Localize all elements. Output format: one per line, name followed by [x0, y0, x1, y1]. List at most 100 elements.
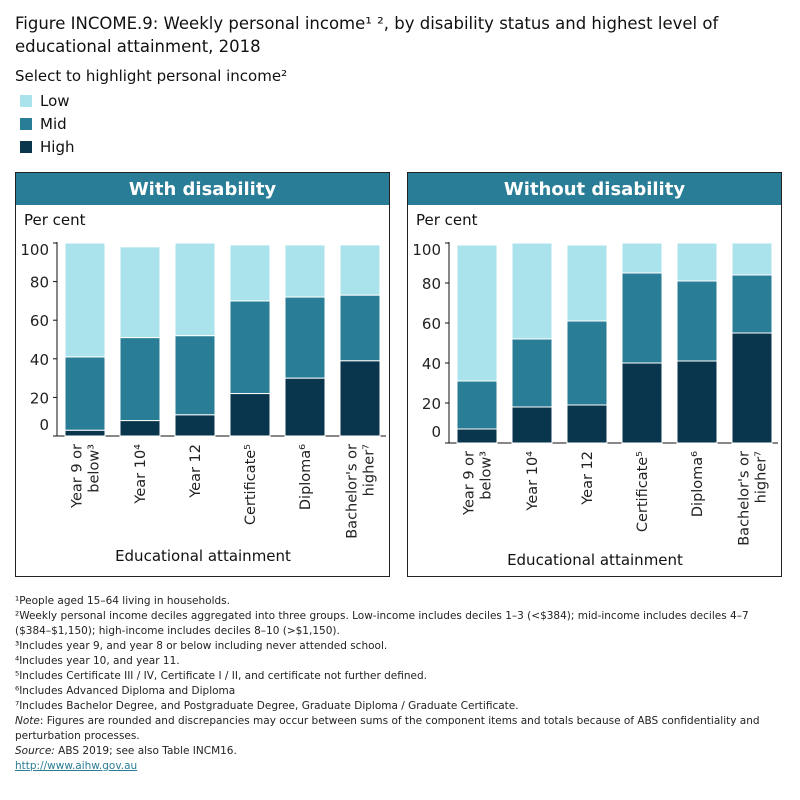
bar-segment-mid: [566, 320, 608, 406]
chart-with-disability: Per cent 0 20 40 60 80 100 Year 9 or below³ Year …: [20, 211, 386, 565]
bar-segment-mid: [456, 380, 498, 430]
bar-segment-low: [339, 244, 381, 296]
note-label: Note: [15, 715, 40, 727]
bar-segment-high: [339, 360, 381, 437]
footnote: ²Weekly personal income deciles aggregat…: [15, 610, 749, 622]
bar-segment-high: [229, 393, 271, 437]
y-tick-label: 40: [422, 355, 441, 373]
y-tick-label: 0: [431, 423, 441, 441]
x-tick-label: Certificate⁵: [635, 451, 651, 532]
source-text: ABS 2019; see also Table INCM16.: [54, 745, 237, 757]
bar-segment-low: [731, 242, 773, 276]
bar-segment-low: [174, 242, 216, 337]
bar-segment-high: [456, 428, 498, 444]
bar-segment-low: [566, 244, 608, 322]
x-tick-label: Year 9 or: [70, 444, 86, 509]
y-tick-label: 100: [20, 241, 49, 259]
source-label: Source:: [15, 745, 55, 757]
y-axis-title: Per cent: [416, 211, 478, 229]
bar-segment-low: [64, 242, 106, 358]
footnote: ³Includes year 9, and year 8 or below in…: [15, 640, 388, 652]
y-tick-label: 60: [30, 312, 49, 330]
x-axis-title: Educational attainment: [115, 547, 291, 565]
footnote: ¹People aged 15–64 living in households.: [15, 595, 230, 607]
x-tick-label: higher⁷: [754, 451, 770, 503]
low-swatch: [20, 95, 32, 107]
x-tick-label: Diploma⁶: [298, 444, 314, 510]
x-tick-label: Bachelor's or: [345, 444, 361, 539]
x-tick-label: Certificate⁵: [243, 444, 259, 525]
y-tick-label: 20: [30, 389, 49, 407]
note: Note: Figures are rounded and discrepanc…: [15, 714, 790, 744]
x-axis-title: Educational attainment: [507, 551, 683, 569]
footnote: ⁷Includes Bachelor Degree, and Postgradu…: [15, 700, 519, 712]
bar-segment-high: [676, 360, 718, 444]
bar-segment-high: [119, 420, 161, 437]
bar-segment-high: [621, 362, 663, 444]
legend-text: Mid: [40, 115, 67, 133]
y-tick-label: 40: [30, 351, 49, 369]
bar-segment-high: [174, 414, 216, 437]
y-axis-title: Per cent: [24, 211, 86, 229]
bar-segment-low: [229, 244, 271, 302]
legend-text: Low: [40, 92, 70, 110]
bar-segment-high: [64, 429, 106, 437]
x-tick-label: Year 9 or: [462, 451, 478, 516]
bar-segment-mid: [64, 356, 106, 431]
high-swatch: [20, 141, 32, 153]
y-tick-label: 80: [422, 275, 441, 293]
bar-segment-low: [284, 244, 326, 298]
y-tick-label: 100: [412, 241, 441, 259]
bar-segment-low: [511, 242, 553, 340]
x-tick-label: Diploma⁶: [690, 451, 706, 517]
footnote: ⁵Includes Certificate III / IV, Certific…: [15, 670, 427, 682]
source: Source: ABS 2019; see also Table INCM16.: [15, 744, 790, 759]
bar-segment-mid: [119, 337, 161, 422]
x-tick-label: below³: [479, 451, 495, 500]
y-tick-label: 0: [39, 416, 49, 434]
bar-segment-high: [284, 377, 326, 437]
footnote: ⁴Includes year 10, and year 11.: [15, 655, 180, 667]
figure-title: Figure INCOME.9: Weekly personal income¹…: [15, 14, 719, 56]
panel-with-disability: With disability Per cent 0 20 40 60 80 100 Year…: [15, 172, 390, 577]
x-tick-label: Bachelor's or: [737, 451, 753, 546]
bar-segment-low: [676, 242, 718, 282]
bar-segment-mid: [174, 335, 216, 416]
bar-segment-low: [456, 244, 498, 382]
panel-title: Without disability: [408, 173, 781, 205]
bar-segment-low: [119, 246, 161, 339]
legend-item-low[interactable]: Low: [20, 92, 70, 110]
x-tick-label: Year 10⁴: [525, 451, 541, 512]
y-tick-label: 60: [422, 315, 441, 333]
bar-segment-mid: [229, 300, 271, 395]
bar-segment-high: [511, 406, 553, 444]
y-tick-label: 80: [30, 274, 49, 292]
footnote: ⁶Includes Advanced Diploma and Diploma: [15, 685, 236, 697]
bar-segment-high: [731, 332, 773, 444]
x-tick-label: below³: [87, 444, 103, 493]
footnotes: ¹People aged 15–64 living in households.…: [15, 594, 790, 774]
bar-segment-mid: [621, 272, 663, 364]
footnote: ($384–$1,150); high-income includes deci…: [15, 625, 340, 637]
bar-segment-mid: [676, 280, 718, 362]
bar-segment-mid: [511, 338, 553, 408]
panel-without-disability: Without disability Per cent 0 20 40 60 80 100 Y…: [407, 172, 782, 577]
chart-without-disability: Per cent 0 20 40 60 80 100 Year 9 or below³ Year …: [412, 211, 778, 569]
bar-segment-low: [621, 242, 663, 274]
x-tick-label: Year 12: [188, 444, 204, 499]
mid-swatch: [20, 118, 32, 130]
aihw-link[interactable]: http://www.aihw.gov.au: [15, 760, 138, 772]
legend-item-mid[interactable]: Mid: [20, 115, 67, 133]
bar-segment-mid: [731, 274, 773, 334]
panel-title: With disability: [16, 173, 389, 205]
bar-segment-mid: [284, 296, 326, 379]
bar-segment-mid: [339, 294, 381, 362]
legend-label: Select to highlight personal income²: [15, 67, 288, 85]
x-tick-label: higher⁷: [362, 444, 378, 496]
legend-text: High: [40, 138, 75, 156]
x-tick-label: Year 12: [580, 451, 596, 506]
bar-segment-high: [566, 404, 608, 444]
legend-item-high[interactable]: High: [20, 138, 74, 156]
y-tick-label: 20: [422, 395, 441, 413]
note-text: : Figures are rounded and discrepancies …: [15, 715, 760, 742]
